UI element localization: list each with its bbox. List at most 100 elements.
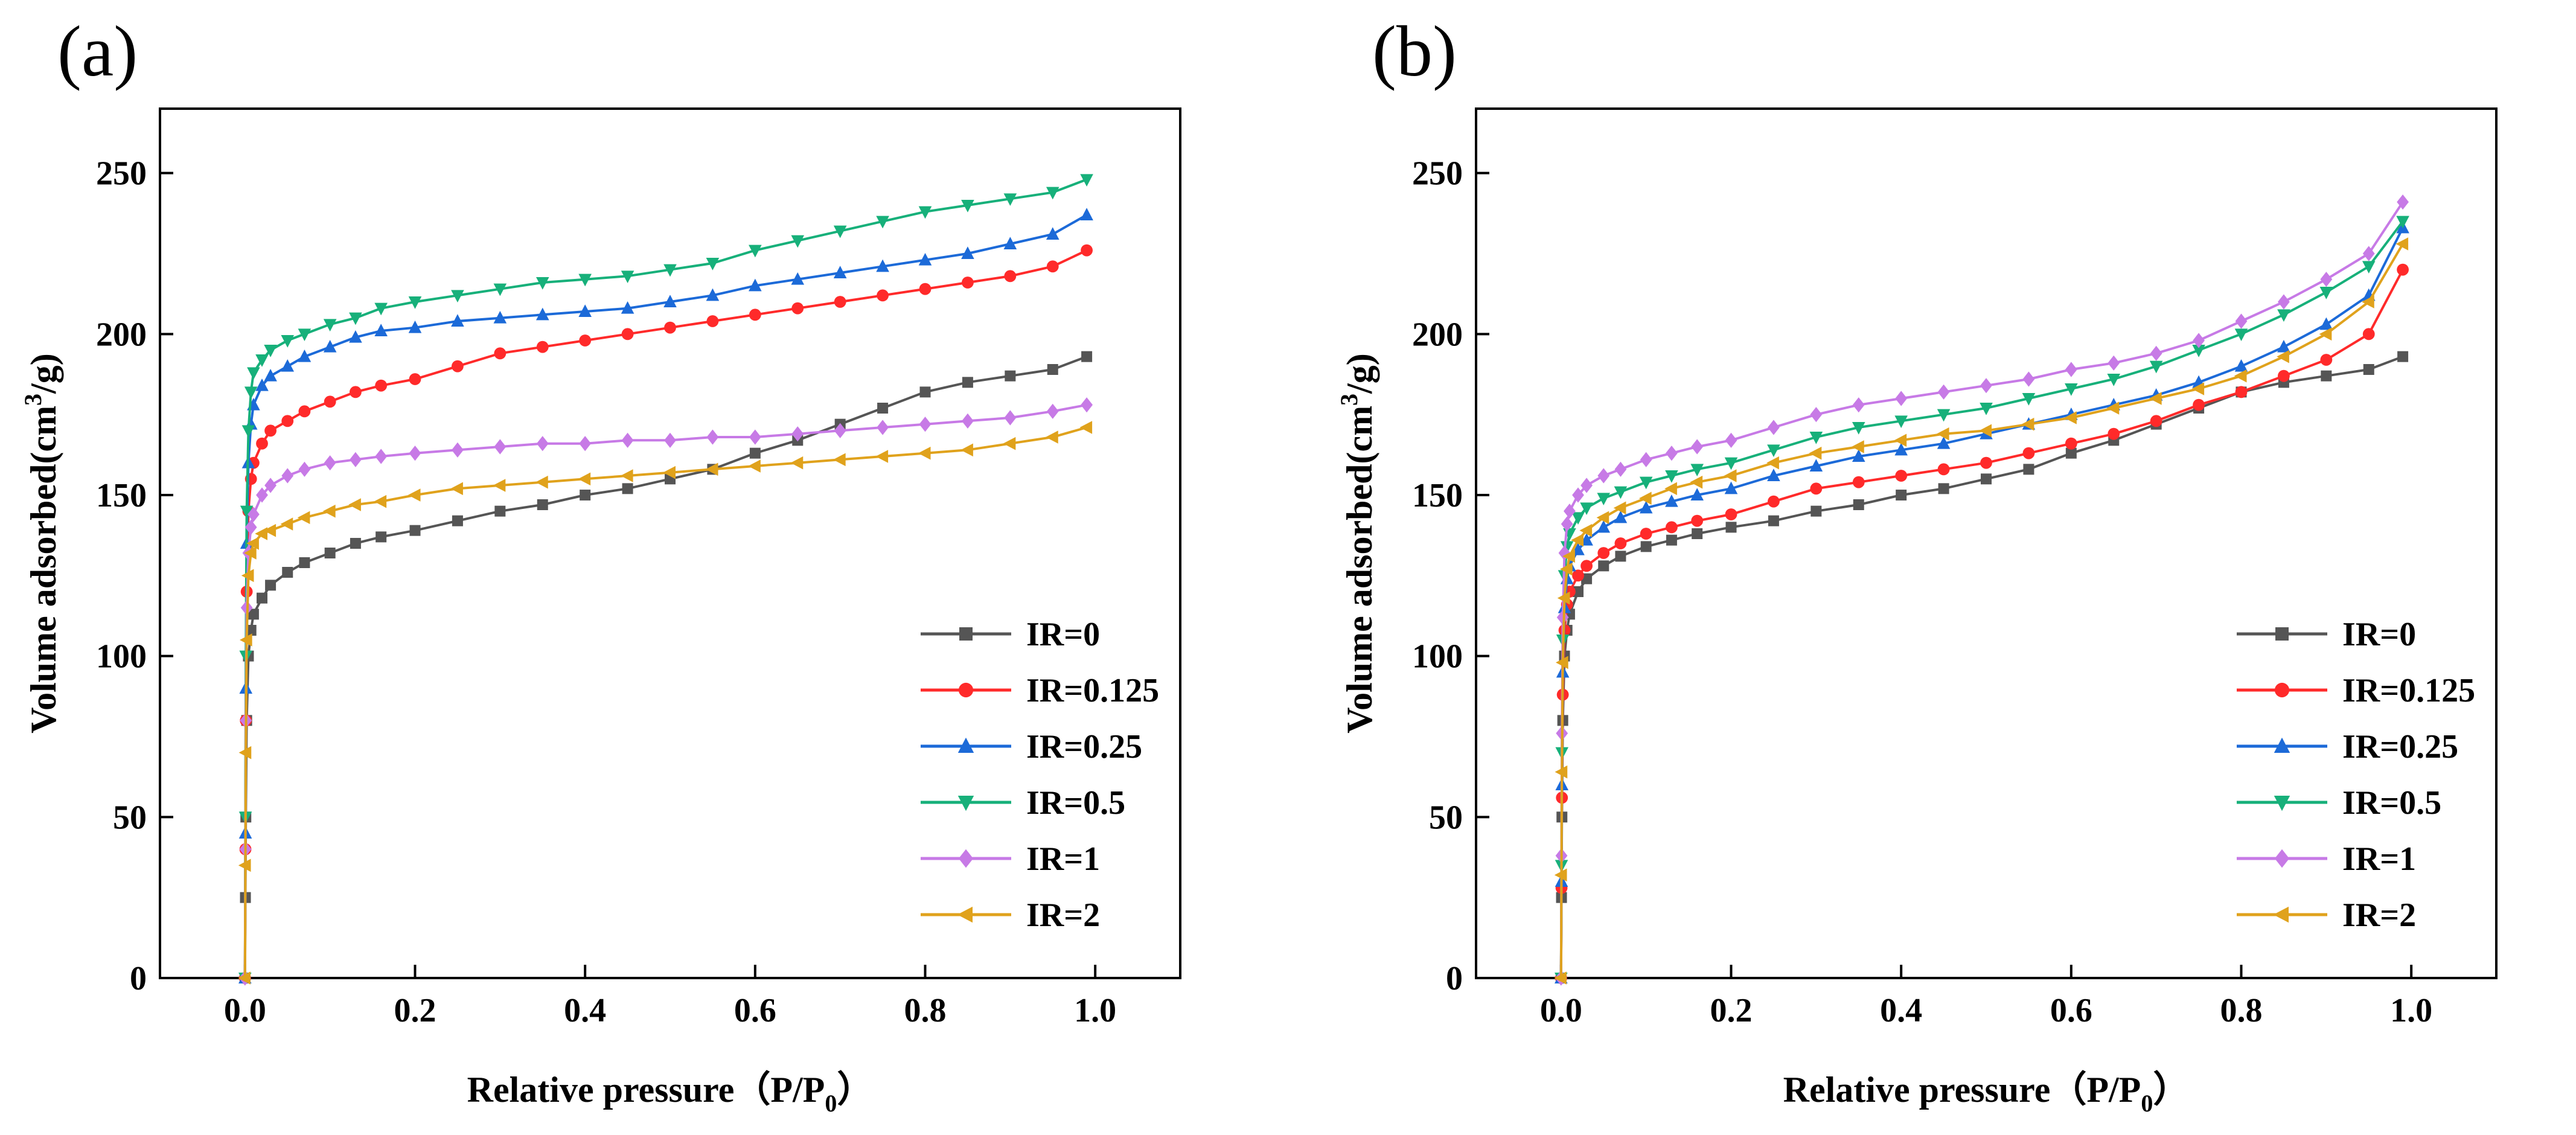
data-point: [1809, 446, 1822, 460]
data-point: [2321, 370, 2332, 382]
data-point: [239, 633, 252, 647]
legend-marker: [2274, 682, 2290, 698]
data-point: [298, 349, 312, 362]
data-point: [578, 304, 592, 317]
data-point: [264, 345, 277, 357]
data-point: [324, 455, 336, 471]
data-point: [1080, 208, 1093, 220]
data-point: [1894, 415, 1908, 429]
data-point: [620, 469, 633, 482]
y-tick-label: 50: [113, 799, 147, 836]
data-point: [281, 335, 295, 348]
data-point: [621, 432, 634, 448]
data-point: [919, 386, 931, 398]
data-point: [2277, 339, 2290, 353]
data-point: [374, 324, 388, 336]
data-point: [1640, 452, 1652, 467]
data-point: [961, 246, 974, 259]
legend-item: IR=1: [921, 840, 1100, 878]
data-point: [1809, 459, 1823, 472]
data-point: [1614, 537, 1627, 549]
data-point: [962, 413, 974, 429]
series-ir-0-5: [1555, 216, 2409, 985]
data-point: [1937, 463, 1950, 476]
x-tick-label: 0.4: [564, 992, 606, 1029]
legend-label: IR=1: [1026, 840, 1100, 878]
y-tick-label: 0: [1446, 960, 1463, 997]
data-point: [1936, 427, 1949, 441]
data-point: [749, 309, 761, 321]
y-tick-label: 150: [1412, 477, 1463, 514]
data-point: [1853, 499, 1864, 510]
data-point: [257, 592, 267, 604]
data-point: [1004, 410, 1017, 426]
data-point: [1596, 511, 1609, 525]
y-axis: 0 50 100 150 200 250: [96, 155, 173, 997]
data-point: [297, 511, 310, 525]
data-point: [2065, 437, 2077, 450]
data-point: [1579, 523, 1593, 537]
data-point: [1638, 491, 1652, 505]
data-point: [244, 519, 257, 535]
data-point: [833, 225, 847, 238]
data-point: [323, 339, 337, 353]
data-point: [1937, 436, 1951, 449]
series-ir-0-125: [238, 244, 1093, 984]
series-layer: [1554, 194, 2409, 986]
x-axis: 0.0 0.2 0.4 0.6 0.8 1.0: [224, 965, 1116, 1029]
data-point: [1664, 482, 1677, 496]
data-point: [2065, 447, 2077, 459]
data-point: [876, 216, 889, 229]
data-point: [2023, 464, 2034, 475]
data-point: [833, 453, 846, 467]
data-point: [834, 423, 846, 438]
legend-item: IR=0.25: [921, 728, 1142, 766]
data-point: [2150, 415, 2162, 427]
legend-item: IR=0.125: [921, 672, 1159, 709]
data-point: [1894, 433, 1907, 447]
x-tick-label: 0.2: [394, 992, 436, 1029]
data-point: [2319, 287, 2333, 299]
data-point: [2234, 359, 2248, 372]
data-point: [1614, 486, 1628, 499]
data-point: [2021, 417, 2034, 431]
legend-item: IR=0: [2237, 616, 2416, 653]
data-point: [375, 449, 388, 464]
data-point: [298, 461, 311, 477]
data-point: [1725, 522, 1737, 533]
data-point: [1725, 432, 1737, 448]
data-point: [2235, 386, 2248, 398]
data-point: [1597, 547, 1610, 559]
data-point: [1080, 174, 1093, 187]
data-point: [962, 277, 974, 289]
legend-item: IR=0.5: [2237, 784, 2441, 822]
legend-item: IR=0.125: [2237, 672, 2475, 709]
data-point: [1572, 569, 1584, 582]
data-point: [2191, 382, 2205, 395]
x-axis: 0.0 0.2 0.4 0.6 0.8 1.0: [1540, 965, 2432, 1029]
data-point: [256, 487, 268, 503]
y-axis-title: Volume adsorbed(cm3/g): [1335, 353, 1379, 733]
data-point: [1559, 562, 1573, 576]
data-point: [450, 482, 463, 496]
data-point: [1554, 868, 1567, 882]
data-point: [2065, 383, 2078, 396]
data-point: [706, 429, 719, 445]
data-point: [2362, 261, 2376, 274]
data-point: [451, 314, 464, 327]
data-point: [452, 442, 464, 458]
data-point: [791, 272, 805, 285]
data-point: [1046, 260, 1059, 273]
data-point: [1665, 494, 1678, 507]
data-point: [579, 334, 592, 347]
chart-panel-b: (b) 0 50 100 150 200 250 0.0 0.2 0.4 0.6 0.8 1.0 V…: [1335, 11, 2498, 1117]
data-point: [578, 273, 592, 287]
x-tick-label: 1.0: [1074, 992, 1116, 1029]
legend-marker: [957, 796, 974, 811]
x-tick-label: 0.6: [734, 992, 776, 1029]
data-point: [451, 290, 464, 303]
data-point: [408, 296, 422, 309]
plot-frame: [159, 107, 1181, 979]
data-point: [241, 569, 254, 583]
data-point: [1691, 439, 1704, 455]
